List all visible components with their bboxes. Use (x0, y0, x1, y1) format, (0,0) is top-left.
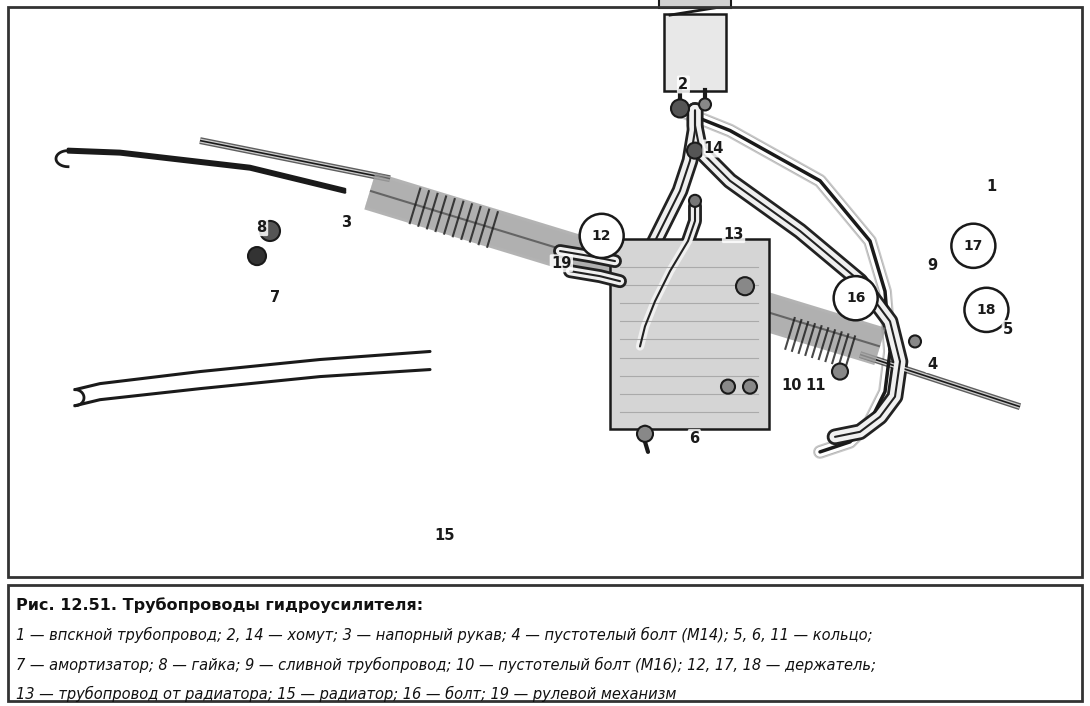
Text: 19: 19 (552, 256, 571, 271)
Circle shape (261, 221, 280, 241)
Text: 10: 10 (782, 378, 801, 393)
Text: 6: 6 (689, 431, 700, 445)
Text: 1 — впскной трубопровод; 2, 14 — хомут; 3 — напорный рукав; 4 — пустотелый болт : 1 — впскной трубопровод; 2, 14 — хомут; … (16, 627, 873, 643)
Circle shape (699, 98, 711, 110)
Circle shape (965, 288, 1008, 332)
Circle shape (834, 276, 877, 321)
FancyBboxPatch shape (610, 239, 770, 429)
Circle shape (249, 247, 266, 265)
Circle shape (687, 143, 703, 159)
Circle shape (743, 380, 756, 394)
Text: 8: 8 (256, 220, 267, 234)
Text: Рис. 12.51. Трубопроводы гидроусилителя:: Рис. 12.51. Трубопроводы гидроусилителя: (16, 597, 424, 613)
Text: 2: 2 (678, 77, 689, 92)
Circle shape (832, 364, 848, 380)
Text: 13 — трубопровод от радиатора; 15 — радиатор; 16 — болт; 19 — рулевой механизм: 13 — трубопровод от радиатора; 15 — ради… (16, 686, 677, 702)
Text: 12: 12 (592, 229, 611, 243)
Text: 16: 16 (846, 291, 865, 305)
FancyBboxPatch shape (664, 14, 726, 91)
Circle shape (671, 100, 689, 117)
Text: 1: 1 (986, 179, 997, 194)
Circle shape (580, 214, 623, 258)
FancyBboxPatch shape (659, 0, 731, 8)
Circle shape (952, 224, 995, 268)
Circle shape (637, 426, 653, 442)
Circle shape (720, 380, 735, 394)
Text: 5: 5 (1003, 322, 1014, 337)
Text: 15: 15 (435, 528, 455, 544)
Circle shape (689, 195, 701, 207)
Circle shape (736, 277, 754, 295)
Text: 4: 4 (926, 357, 937, 371)
Text: 18: 18 (977, 303, 996, 317)
Text: 7: 7 (269, 289, 280, 304)
Text: 17: 17 (964, 239, 983, 253)
Text: 14: 14 (704, 141, 724, 156)
Text: 7 — амортизатор; 8 — гайка; 9 — сливной трубопровод; 10 — пустотелый болт (М16);: 7 — амортизатор; 8 — гайка; 9 — сливной … (16, 657, 876, 673)
Text: 3: 3 (341, 215, 352, 230)
Circle shape (909, 335, 921, 347)
Text: 11: 11 (806, 378, 825, 393)
Text: 9: 9 (926, 258, 937, 273)
Text: 13: 13 (724, 227, 743, 241)
